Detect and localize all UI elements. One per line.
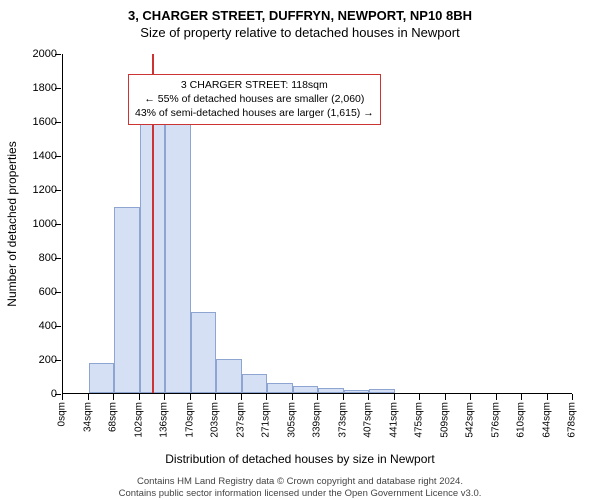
histogram-bar <box>369 389 395 393</box>
x-tick-label: 644sqm <box>541 402 552 438</box>
y-tick-label: 600 <box>29 286 57 298</box>
x-tick-label: 542sqm <box>465 402 476 438</box>
histogram-bar <box>318 388 344 393</box>
annotation-box: 3 CHARGER STREET: 118sqm ← 55% of detach… <box>128 74 381 125</box>
x-tick <box>164 394 165 400</box>
y-tick-label: 200 <box>29 354 57 366</box>
histogram-bar <box>344 390 370 393</box>
x-tick <box>190 394 191 400</box>
y-tick-label: 1400 <box>29 150 57 162</box>
x-tick-label: 576sqm <box>490 402 501 438</box>
histogram-bar <box>165 121 191 393</box>
y-tick-label: 1800 <box>29 82 57 94</box>
x-tick-label: 136sqm <box>159 402 170 438</box>
y-axis-label: Number of detached properties <box>5 141 19 306</box>
y-tick-label: 1600 <box>29 116 57 128</box>
x-tick <box>113 394 114 400</box>
x-tick-label: 373sqm <box>337 402 348 438</box>
x-tick-label: 475sqm <box>414 402 425 438</box>
x-tick-label: 509sqm <box>439 402 450 438</box>
x-tick <box>368 394 369 400</box>
x-tick <box>394 394 395 400</box>
x-tick <box>241 394 242 400</box>
x-tick-label: 407sqm <box>363 402 374 438</box>
x-tick-label: 271sqm <box>261 402 272 438</box>
annotation-line-1: 3 CHARGER STREET: 118sqm <box>135 78 374 92</box>
annotation-line-3: 43% of semi-detached houses are larger (… <box>135 106 374 120</box>
x-tick <box>343 394 344 400</box>
y-tick-label: 400 <box>29 320 57 332</box>
y-tick-label: 0 <box>29 388 57 400</box>
y-tick-label: 1000 <box>29 218 57 230</box>
x-tick-label: 339sqm <box>312 402 323 438</box>
x-tick <box>547 394 548 400</box>
x-tick <box>317 394 318 400</box>
footer-line-1: Contains HM Land Registry data © Crown c… <box>0 476 600 488</box>
x-tick <box>419 394 420 400</box>
x-tick-label: 102sqm <box>133 402 144 438</box>
page-title: 3, CHARGER STREET, DUFFRYN, NEWPORT, NP1… <box>0 0 600 23</box>
x-axis-title: Distribution of detached houses by size … <box>0 452 600 466</box>
y-tick-label: 800 <box>29 252 57 264</box>
x-tick-label: 678sqm <box>567 402 578 438</box>
page-subtitle: Size of property relative to detached ho… <box>0 23 600 40</box>
x-tick <box>470 394 471 400</box>
y-tick-label: 1200 <box>29 184 57 196</box>
annotation-line-2: ← 55% of detached houses are smaller (2,… <box>135 92 374 106</box>
x-tick-label: 68sqm <box>108 402 119 432</box>
x-tick <box>496 394 497 400</box>
x-tick <box>139 394 140 400</box>
x-tick-label: 34sqm <box>82 402 93 432</box>
x-tick <box>215 394 216 400</box>
y-tick-label: 2000 <box>29 48 57 60</box>
x-tick-label: 170sqm <box>184 402 195 438</box>
x-tick <box>521 394 522 400</box>
histogram-bar <box>89 363 115 393</box>
x-tick <box>266 394 267 400</box>
histogram-bar <box>216 359 242 393</box>
histogram-bar <box>242 374 268 393</box>
attribution-footer: Contains HM Land Registry data © Crown c… <box>0 476 600 500</box>
x-tick <box>292 394 293 400</box>
x-tick-label: 237sqm <box>235 402 246 438</box>
x-tick-label: 0sqm <box>57 402 68 426</box>
histogram-bar <box>114 207 140 393</box>
x-tick-label: 610sqm <box>516 402 527 438</box>
x-tick <box>62 394 63 400</box>
x-tick <box>88 394 89 400</box>
x-tick <box>572 394 573 400</box>
x-tick-label: 203sqm <box>210 402 221 438</box>
histogram-bar <box>267 383 293 393</box>
histogram-bar <box>191 312 217 393</box>
histogram-bar <box>293 386 319 393</box>
x-tick-label: 441sqm <box>388 402 399 438</box>
x-tick <box>445 394 446 400</box>
x-tick-label: 305sqm <box>286 402 297 438</box>
chart-container: Number of detached properties 0200400600… <box>62 54 572 394</box>
footer-line-2: Contains public sector information licen… <box>0 488 600 500</box>
